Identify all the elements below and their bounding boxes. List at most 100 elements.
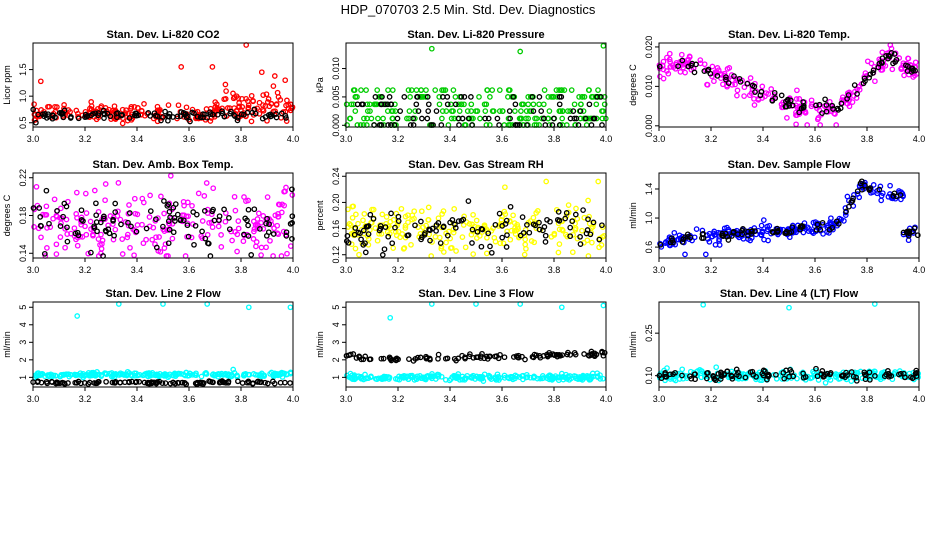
y-axis-label: ml/min xyxy=(2,331,12,358)
data-point xyxy=(866,187,873,193)
data-point xyxy=(440,87,447,93)
data-point xyxy=(887,182,893,189)
x-tick-label: 3.6 xyxy=(183,265,196,275)
data-point xyxy=(207,109,213,115)
x-tick-label: 3.6 xyxy=(496,134,509,144)
data-point xyxy=(726,65,733,71)
data-point xyxy=(351,231,358,238)
data-point xyxy=(550,115,557,122)
data-point-outlier xyxy=(600,302,607,309)
x-tick-label: 3.6 xyxy=(809,394,822,404)
data-point xyxy=(556,87,563,93)
data-point xyxy=(533,210,540,216)
data-point xyxy=(102,181,109,187)
data-point xyxy=(361,115,367,122)
data-point xyxy=(443,108,450,114)
data-point xyxy=(112,209,119,215)
data-point xyxy=(120,371,127,378)
data-point xyxy=(889,66,896,73)
data-point xyxy=(914,232,921,239)
data-point xyxy=(110,218,116,224)
data-point xyxy=(559,226,565,233)
data-point xyxy=(799,223,806,230)
data-point xyxy=(515,226,521,232)
data-point xyxy=(57,205,64,212)
data-point xyxy=(879,49,886,56)
data-point xyxy=(541,115,547,122)
data-point xyxy=(351,87,358,93)
data-point xyxy=(425,204,432,211)
data-point xyxy=(386,354,393,361)
data-point xyxy=(667,371,673,378)
data-point xyxy=(510,94,517,100)
data-point-outlier xyxy=(682,251,688,258)
data-point xyxy=(455,101,462,108)
data-point xyxy=(452,225,459,231)
x-tick-label: 3.4 xyxy=(444,134,457,144)
panel-title: Stan. Dev. Line 3 Flow xyxy=(418,288,534,300)
data-point xyxy=(60,213,66,220)
data-point xyxy=(424,115,431,122)
data-point xyxy=(133,228,140,235)
data-point xyxy=(496,210,503,217)
data-point xyxy=(827,371,833,378)
data-point xyxy=(531,351,538,358)
panel-grid: Stan. Dev. Li-820 CO2 Licor ppm 3.0 3.2 3.4 3… xyxy=(2,29,925,404)
data-point xyxy=(469,240,475,246)
data-point xyxy=(492,221,499,228)
data-point xyxy=(569,249,576,256)
y-axis-label: ml/min xyxy=(315,331,325,358)
y-tick-label: 0.010 xyxy=(644,75,654,98)
data-point xyxy=(418,208,425,215)
data-points xyxy=(656,301,922,386)
data-point xyxy=(60,372,67,378)
data-point xyxy=(410,115,417,122)
data-point xyxy=(469,226,476,233)
data-point xyxy=(910,67,917,74)
data-point xyxy=(467,351,473,357)
data-point xyxy=(783,230,789,236)
data-point xyxy=(159,380,166,386)
data-point xyxy=(666,242,673,249)
data-point xyxy=(461,213,467,220)
data-point xyxy=(381,374,387,381)
data-point xyxy=(216,217,222,223)
data-point xyxy=(381,246,388,253)
x-tick-label: 3.0 xyxy=(340,394,353,404)
data-point xyxy=(577,233,583,240)
y-tick-label: 0.6 xyxy=(644,241,654,254)
data-point xyxy=(486,372,492,379)
data-point xyxy=(905,55,911,62)
data-point xyxy=(501,354,508,361)
data-point xyxy=(357,374,364,381)
data-point xyxy=(57,223,64,229)
data-point xyxy=(483,353,490,360)
data-point xyxy=(189,202,195,209)
data-point xyxy=(374,237,381,244)
data-point xyxy=(528,238,535,244)
data-point xyxy=(778,92,785,99)
data-point xyxy=(183,104,190,111)
panel-title: Stan. Dev. Sample Flow xyxy=(728,159,851,171)
data-point xyxy=(124,234,131,241)
data-point xyxy=(241,231,247,238)
y-tick-label: 0.20 xyxy=(331,194,341,212)
data-point xyxy=(169,235,176,242)
data-point xyxy=(267,113,274,120)
data-point xyxy=(85,250,92,257)
data-point xyxy=(119,251,126,257)
data-point xyxy=(153,244,160,251)
data-point xyxy=(745,228,751,235)
data-point xyxy=(272,372,278,378)
data-point xyxy=(35,378,41,385)
data-point xyxy=(371,101,378,108)
data-point xyxy=(127,244,133,251)
data-point xyxy=(283,115,289,121)
data-point xyxy=(143,225,150,232)
x-tick-label: 3.0 xyxy=(27,394,40,404)
data-point xyxy=(879,67,886,73)
data-point xyxy=(126,378,132,385)
data-point xyxy=(251,228,257,235)
data-point xyxy=(407,94,413,100)
data-point xyxy=(885,52,892,59)
